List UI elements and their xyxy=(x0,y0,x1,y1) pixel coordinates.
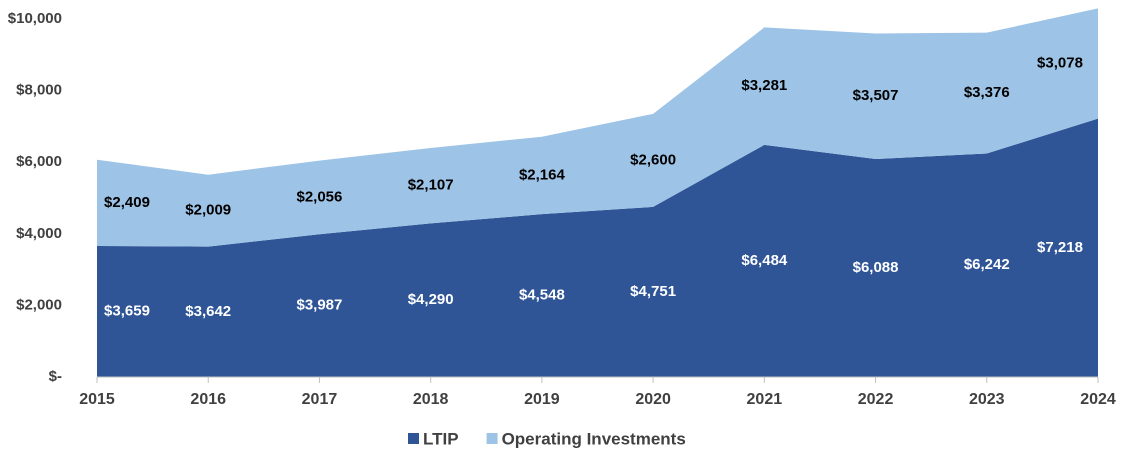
y-tick-label: $8,000 xyxy=(16,82,62,99)
data-label: $4,548 xyxy=(519,287,565,304)
y-tick-label: $2,000 xyxy=(16,296,62,313)
data-label: $2,164 xyxy=(519,166,566,183)
y-tick-label: $10,000 xyxy=(8,10,62,27)
data-label: $6,484 xyxy=(741,252,788,269)
data-label: $2,600 xyxy=(630,151,676,168)
data-label: $3,376 xyxy=(964,84,1010,101)
data-label: $3,987 xyxy=(296,297,342,314)
data-label: $3,659 xyxy=(104,302,150,319)
data-label: $7,218 xyxy=(1037,239,1083,256)
legend-swatch xyxy=(408,433,419,444)
data-label: $2,107 xyxy=(408,177,454,194)
data-label: $4,290 xyxy=(408,291,454,308)
area xyxy=(97,8,1098,247)
y-tick-label: $4,000 xyxy=(16,225,62,242)
x-tick-label: 2022 xyxy=(858,391,894,408)
data-label: $6,088 xyxy=(853,259,899,276)
x-tick-label: 2024 xyxy=(1080,391,1116,408)
y-tick-label: $- xyxy=(49,368,62,385)
x-tick-label: 2021 xyxy=(747,391,783,408)
data-label: $2,009 xyxy=(185,202,231,219)
data-label: $3,642 xyxy=(185,303,231,320)
data-label: $4,751 xyxy=(630,283,676,300)
x-tick-label: 2015 xyxy=(79,391,115,408)
x-tick-label: 2023 xyxy=(969,391,1005,408)
data-label: $2,056 xyxy=(296,188,342,205)
y-tick-label: $6,000 xyxy=(16,153,62,170)
data-label: $3,078 xyxy=(1037,54,1083,71)
area xyxy=(97,118,1098,378)
legend-label: LTIP xyxy=(423,429,459,448)
x-tick-label: 2019 xyxy=(524,391,560,408)
x-tick-label: 2018 xyxy=(413,391,449,408)
x-tick-label: 2020 xyxy=(635,391,671,408)
legend-swatch xyxy=(486,433,498,444)
legend-label: Operating Investments xyxy=(502,429,686,448)
data-label: $6,242 xyxy=(964,256,1010,273)
data-label: $3,507 xyxy=(853,87,899,104)
x-tick-label: 2016 xyxy=(190,391,226,408)
data-label: $3,281 xyxy=(741,77,787,94)
data-label: $2,409 xyxy=(104,194,150,211)
x-tick-label: 2017 xyxy=(302,391,338,408)
